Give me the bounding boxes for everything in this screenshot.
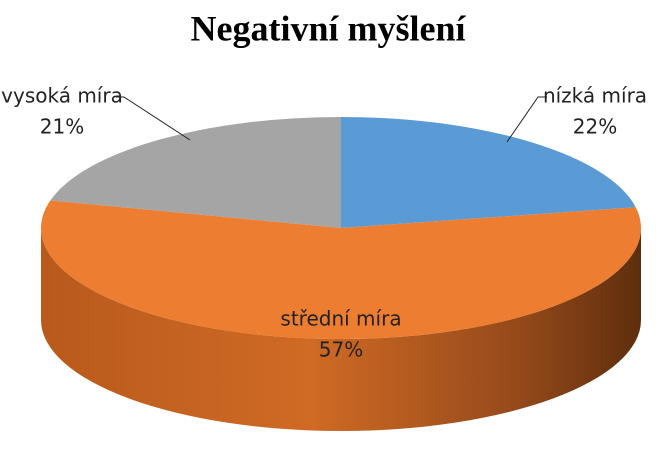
slice-label: nízká míra <box>543 84 647 108</box>
pie-slice <box>341 117 636 228</box>
leader-line <box>116 96 191 141</box>
chart-title: Negativní myšlení <box>191 8 467 48</box>
pie-side <box>41 228 641 431</box>
slice-value-label: 21% <box>40 115 84 139</box>
pie-slice <box>41 200 641 339</box>
pie-slice <box>50 117 342 228</box>
slice-value-label: 57% <box>319 338 363 362</box>
slice-label: střední míra <box>280 307 401 331</box>
leader-line <box>506 96 547 143</box>
slice-label: vysoká míra <box>1 84 123 108</box>
slice-value-label: 22% <box>573 115 617 139</box>
